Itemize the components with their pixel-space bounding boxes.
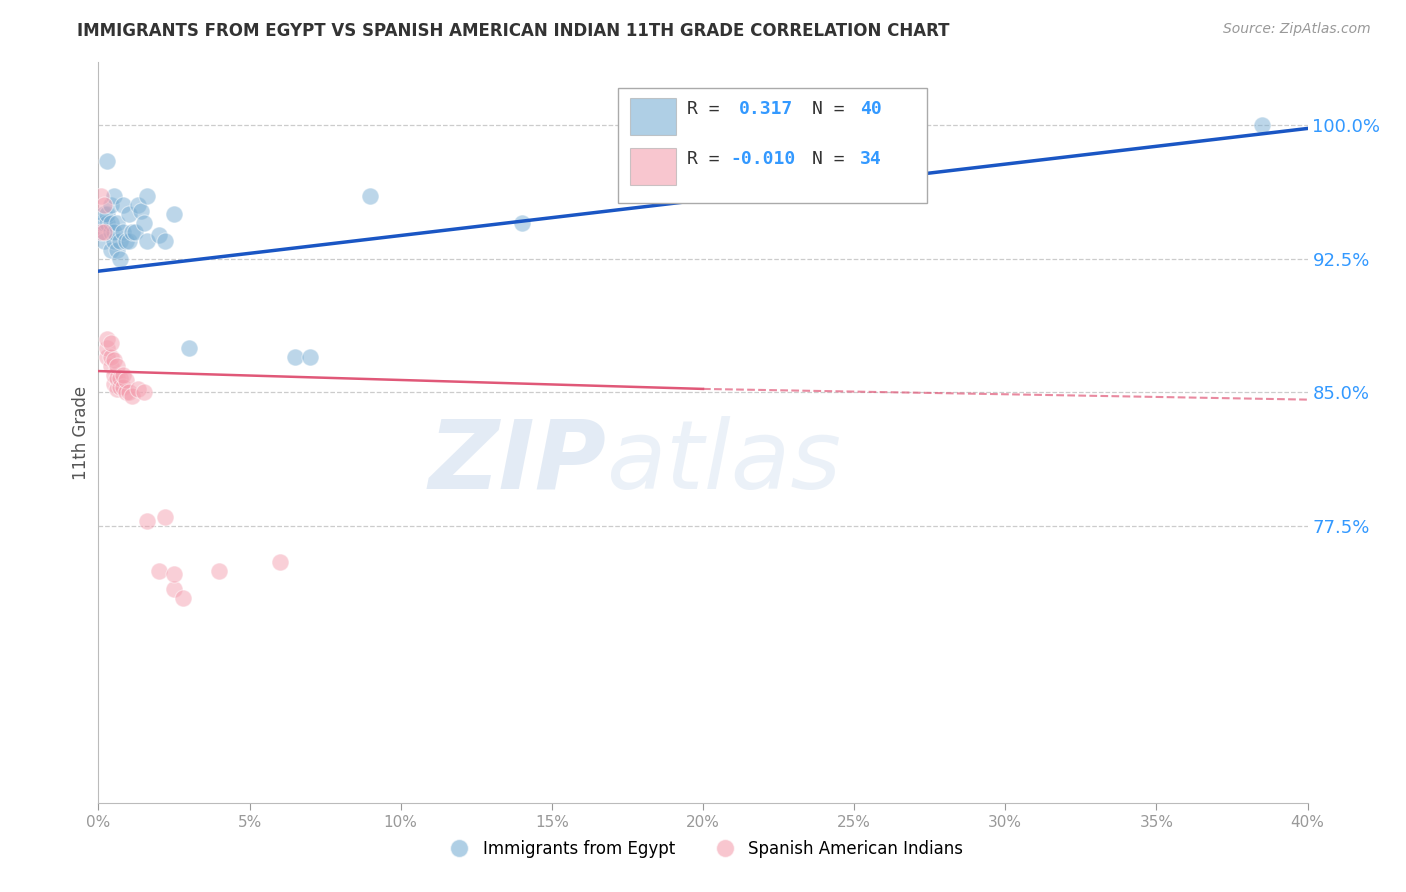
Point — [103, 376, 125, 391]
Point — [108, 371, 131, 385]
Point — [96, 216, 118, 230]
Point — [100, 350, 122, 364]
Bar — [630, 98, 676, 135]
Bar — [619, 88, 927, 203]
Point — [108, 380, 131, 394]
Point — [105, 382, 128, 396]
Point — [96, 332, 118, 346]
Point — [172, 591, 194, 605]
Text: R =: R = — [688, 100, 720, 118]
Point — [100, 198, 122, 212]
Point — [93, 234, 115, 248]
Point — [163, 567, 186, 582]
Point — [105, 371, 128, 385]
Point — [105, 243, 128, 257]
Point — [132, 385, 155, 400]
Point — [163, 582, 186, 596]
Text: N =: N = — [811, 100, 845, 118]
Text: Source: ZipAtlas.com: Source: ZipAtlas.com — [1223, 22, 1371, 37]
Point — [299, 350, 322, 364]
Point — [127, 382, 149, 396]
Point — [111, 368, 134, 382]
Text: IMMIGRANTS FROM EGYPT VS SPANISH AMERICAN INDIAN 11TH GRADE CORRELATION CHART: IMMIGRANTS FROM EGYPT VS SPANISH AMERICA… — [77, 22, 950, 40]
Text: -0.010: -0.010 — [731, 150, 796, 168]
Point — [105, 216, 128, 230]
Point — [118, 207, 141, 221]
Point — [163, 207, 186, 221]
Point — [100, 335, 122, 350]
Text: 0.317: 0.317 — [740, 100, 793, 118]
Point — [118, 234, 141, 248]
Point — [114, 385, 136, 400]
Point — [269, 555, 291, 569]
Point — [93, 198, 115, 212]
Point — [135, 189, 157, 203]
Text: 34: 34 — [860, 150, 882, 168]
Point — [90, 225, 112, 239]
Point — [103, 225, 125, 239]
Point — [93, 207, 115, 221]
Legend: Immigrants from Egypt, Spanish American Indians: Immigrants from Egypt, Spanish American … — [436, 833, 970, 865]
Point — [208, 564, 231, 578]
Point — [90, 225, 112, 239]
Point — [179, 341, 201, 355]
Text: 40: 40 — [860, 100, 882, 118]
Point — [93, 216, 115, 230]
Point — [103, 353, 125, 368]
Point — [1251, 118, 1274, 132]
Point — [100, 359, 122, 373]
Point — [121, 389, 143, 403]
Point — [132, 216, 155, 230]
Point — [360, 189, 382, 203]
Point — [96, 153, 118, 168]
Point — [90, 189, 112, 203]
Point — [127, 198, 149, 212]
Y-axis label: 11th Grade: 11th Grade — [72, 385, 90, 480]
Point — [105, 359, 128, 373]
Point — [93, 225, 115, 239]
Point — [153, 234, 176, 248]
Point — [111, 198, 134, 212]
Bar — [630, 147, 676, 185]
Point — [96, 350, 118, 364]
Point — [135, 514, 157, 528]
Text: atlas: atlas — [606, 416, 841, 508]
Point — [121, 225, 143, 239]
Text: ZIP: ZIP — [429, 416, 606, 508]
Point — [100, 225, 122, 239]
Point — [284, 350, 307, 364]
Point — [114, 234, 136, 248]
Point — [153, 510, 176, 524]
Point — [108, 252, 131, 266]
Point — [103, 368, 125, 382]
Point — [148, 564, 170, 578]
Point — [129, 203, 152, 218]
Point — [100, 243, 122, 257]
Text: N =: N = — [811, 150, 845, 168]
Point — [111, 380, 134, 394]
Point — [111, 225, 134, 239]
Point — [124, 225, 146, 239]
Point — [148, 228, 170, 243]
Point — [108, 234, 131, 248]
Point — [118, 385, 141, 400]
Point — [96, 341, 118, 355]
Point — [103, 189, 125, 203]
Point — [114, 373, 136, 387]
Point — [103, 234, 125, 248]
Point — [135, 234, 157, 248]
Point — [510, 216, 533, 230]
Point — [90, 216, 112, 230]
Point — [100, 216, 122, 230]
Point — [96, 207, 118, 221]
Text: R =: R = — [688, 150, 720, 168]
